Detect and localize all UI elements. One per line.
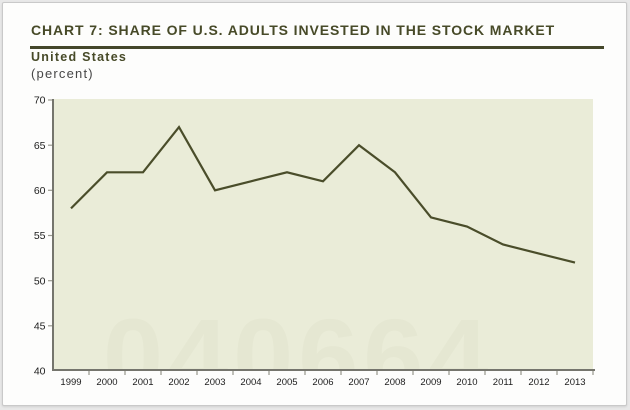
svg-text:2013: 2013 [564, 377, 585, 388]
svg-text:2003: 2003 [204, 377, 225, 388]
svg-text:40: 40 [34, 366, 46, 378]
svg-text:2009: 2009 [420, 377, 441, 388]
svg-text:65: 65 [34, 140, 46, 152]
svg-text:2001: 2001 [132, 377, 153, 388]
svg-text:70: 70 [34, 95, 46, 107]
svg-text:2004: 2004 [240, 377, 261, 388]
svg-text:2008: 2008 [384, 377, 405, 388]
svg-text:45: 45 [34, 321, 46, 333]
svg-text:2000: 2000 [96, 377, 117, 388]
svg-text:2010: 2010 [456, 377, 477, 388]
svg-text:55: 55 [34, 230, 46, 242]
svg-text:2007: 2007 [348, 377, 369, 388]
svg-text:2002: 2002 [168, 377, 189, 388]
svg-text:60: 60 [34, 185, 46, 197]
svg-text:50: 50 [34, 275, 46, 287]
svg-text:2012: 2012 [528, 377, 549, 388]
svg-text:040664: 040664 [103, 296, 493, 410]
svg-text:1999: 1999 [60, 377, 81, 388]
svg-text:2011: 2011 [493, 377, 513, 388]
svg-text:2006: 2006 [312, 377, 333, 388]
svg-text:2005: 2005 [276, 377, 297, 388]
